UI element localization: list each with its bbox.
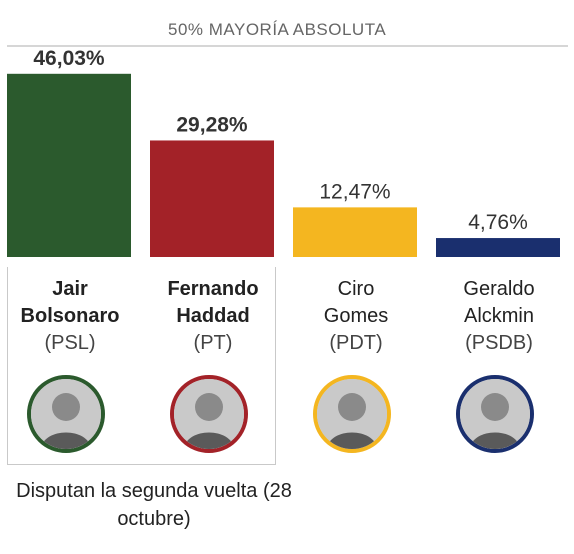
bar-3 bbox=[293, 207, 417, 257]
vote-share-chart: 46,03% 29,28% 12,47% 4,76% bbox=[7, 45, 568, 257]
candidate-bolsonaro: Jair Bolsonaro (PSL) bbox=[5, 276, 135, 357]
candidate-alckmin: Geraldo Alckmin (PSDB) bbox=[434, 276, 564, 357]
candidate-party: (PT) bbox=[193, 332, 233, 354]
runoff-caption: Disputan la segunda vuelta (28 octubre) bbox=[16, 480, 292, 530]
bar-4 bbox=[436, 238, 560, 257]
candidate-gomes: Ciro Gomes (PDT) bbox=[291, 276, 421, 357]
candidate-haddad: Fernando Haddad (PT) bbox=[148, 276, 278, 357]
bar-value-label: 12,47% bbox=[319, 180, 390, 203]
candidate-photo-haddad bbox=[170, 375, 248, 453]
bar-value-label: 29,28% bbox=[176, 113, 248, 136]
majority-line-label: 50% MAYORÍA ABSOLUTA bbox=[160, 20, 466, 44]
candidate-photo-bolsonaro bbox=[27, 375, 105, 453]
bar-value-label: 46,03% bbox=[33, 47, 105, 70]
candidate-photo-alckmin bbox=[456, 375, 534, 453]
bar-2 bbox=[150, 140, 274, 257]
bar-1 bbox=[7, 73, 131, 257]
candidate-name: Ciro Gomes bbox=[323, 278, 389, 327]
candidate-party: (PSL) bbox=[44, 332, 96, 354]
bar-value-label: 4,76% bbox=[468, 211, 528, 234]
candidate-party: (PSDB) bbox=[465, 332, 533, 354]
candidate-party: (PDT) bbox=[329, 332, 383, 354]
candidate-photo-gomes bbox=[313, 375, 391, 453]
candidate-name: Fernando Haddad bbox=[167, 278, 259, 327]
candidate-name: Geraldo Alckmin bbox=[463, 278, 535, 327]
candidate-name: Jair Bolsonaro bbox=[20, 278, 120, 327]
runoff-highlight-box bbox=[7, 267, 276, 465]
